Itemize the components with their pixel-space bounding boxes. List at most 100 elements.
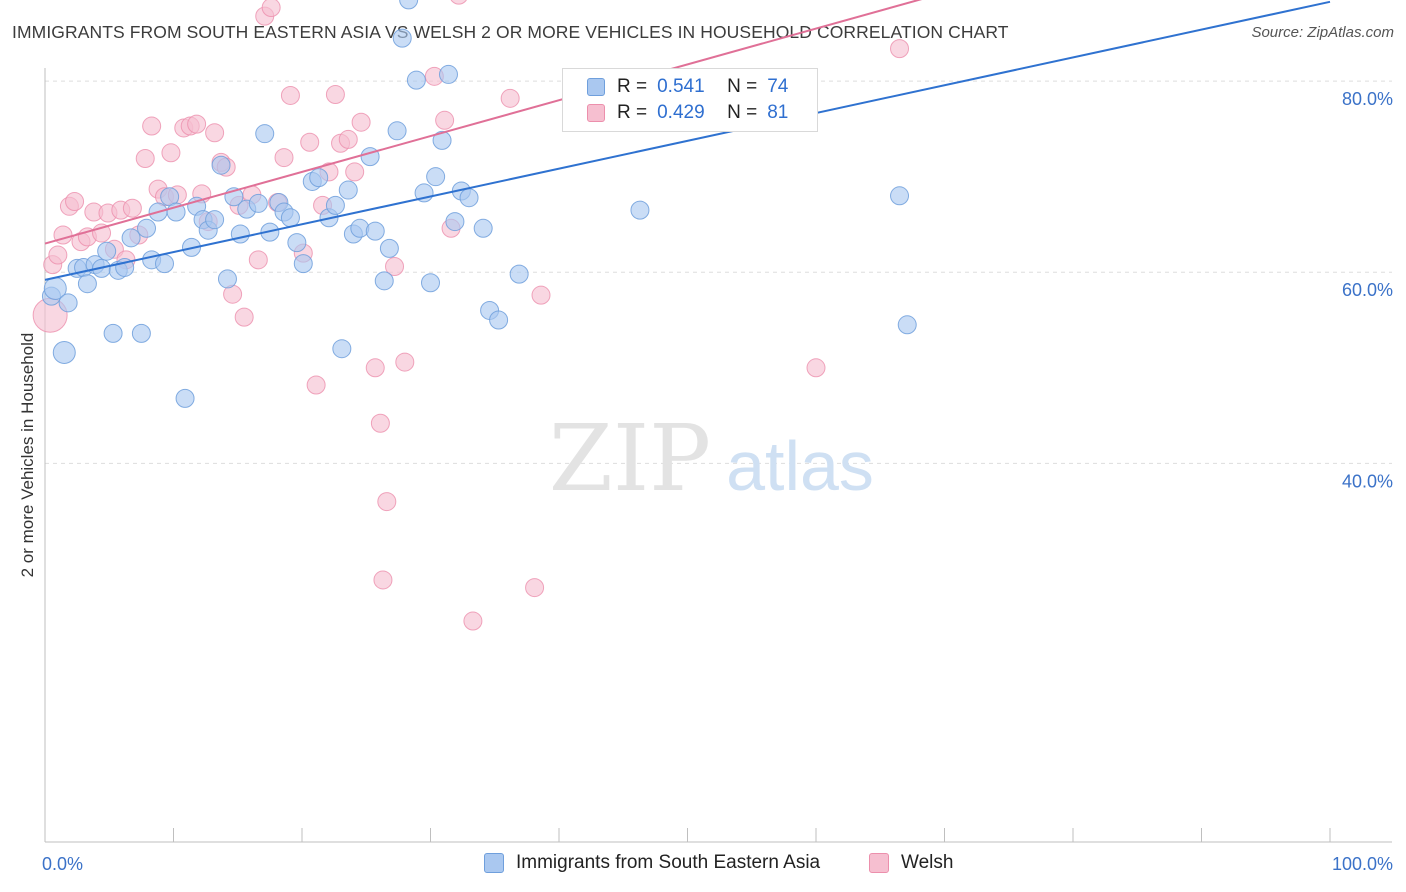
welsh-point (205, 123, 225, 143)
immigrants-points (41, 0, 917, 408)
welsh-point (187, 114, 207, 134)
legend-swatch-immigrants (587, 78, 605, 96)
axis-layer (44, 68, 1392, 843)
legend-row-immigrants: R = 0.541 N = 74 (587, 75, 788, 99)
legend-n-value-welsh: 81 (767, 102, 789, 123)
legend-r-value-welsh: 0.429 (657, 102, 705, 123)
legend-n-label: N = (727, 76, 758, 97)
immigrants-point (58, 293, 78, 313)
immigrants-point (374, 271, 394, 291)
chart-title: IMMIGRANTS FROM SOUTH EASTERN ASIA VS WE… (12, 22, 1009, 42)
welsh-point (234, 307, 254, 327)
immigrants-point (325, 195, 345, 215)
series-legend: Immigrants from South Eastern Asia Welsh (0, 852, 1406, 878)
immigrants-point (230, 224, 250, 244)
immigrants-point (131, 323, 151, 343)
legend-r-label: R = (617, 76, 648, 97)
legend-row-welsh: R = 0.429 N = 81 (587, 101, 788, 125)
immigrants-point (399, 0, 419, 10)
series-legend-immigrants: Immigrants from South Eastern Asia (484, 852, 820, 874)
welsh-point (395, 352, 415, 372)
welsh-point (161, 143, 181, 163)
welsh-point (142, 116, 162, 136)
y-axis-label: 2 or more Vehicles in Household (18, 332, 37, 578)
welsh-point (385, 257, 405, 277)
welsh-point (135, 149, 155, 169)
immigrants-point (97, 241, 117, 261)
immigrants-point (432, 130, 452, 150)
welsh-point (261, 0, 281, 18)
immigrants-point (890, 186, 910, 206)
immigrants-point (406, 70, 426, 90)
legend-n-label: N = (727, 102, 758, 123)
welsh-point (274, 148, 294, 168)
immigrants-point (426, 167, 446, 187)
welsh-point (373, 570, 393, 590)
welsh-point (65, 192, 85, 212)
immigrants-point (350, 218, 370, 238)
series-swatch-welsh (869, 853, 889, 873)
immigrants-point (445, 212, 465, 232)
welsh-trend-line (44, 0, 923, 245)
series-label-immigrants: Immigrants from South Eastern Asia (516, 852, 821, 873)
y-tick-label: 60.0% (1342, 280, 1393, 300)
immigrants-trend-line (44, 0, 1331, 281)
stats-legend: R = 0.541 N = 74 R = 0.429 N = 81 (562, 68, 818, 132)
immigrants-point (309, 168, 329, 188)
welsh-point (345, 162, 365, 182)
immigrants-point (459, 188, 479, 208)
watermark: ZIP atlas (549, 405, 874, 512)
welsh-point (325, 84, 345, 104)
welsh-point (122, 198, 142, 218)
legend-r-value-immigrants: 0.541 (657, 76, 705, 97)
welsh-points (32, 0, 910, 631)
welsh-point (280, 85, 300, 105)
welsh-point (435, 110, 455, 130)
legend-r-label: R = (617, 102, 648, 123)
immigrants-point (103, 323, 123, 343)
series-label-welsh: Welsh (901, 852, 954, 873)
welsh-point (525, 578, 545, 598)
legend-swatch-welsh (587, 104, 605, 122)
welsh-point (463, 611, 483, 631)
immigrants-point (155, 254, 175, 274)
welsh-point (351, 112, 371, 132)
immigrants-point (217, 269, 237, 289)
immigrants-point (365, 221, 385, 241)
welsh-point (248, 250, 268, 270)
immigrants-point (392, 28, 412, 48)
welsh-point (48, 245, 68, 265)
immigrants-point (473, 218, 493, 238)
watermark-atlas: atlas (726, 427, 874, 505)
immigrants-point (379, 238, 399, 258)
immigrants-point (211, 155, 231, 175)
welsh-point (377, 492, 397, 512)
immigrants-point (121, 228, 141, 248)
immigrants-point (630, 200, 650, 220)
immigrants-point (175, 388, 195, 408)
immigrants-point (280, 208, 300, 228)
immigrants-point (489, 310, 509, 330)
immigrants-point (421, 273, 440, 293)
welsh-point (306, 375, 326, 395)
trend-lines (44, 0, 1331, 281)
y-tick-label: 80.0% (1342, 89, 1393, 109)
immigrants-point (52, 341, 76, 365)
immigrants-point (897, 315, 917, 335)
welsh-point (890, 39, 910, 59)
welsh-point (450, 0, 467, 5)
x-tick-label: 100.0% (1332, 854, 1393, 874)
tick-labels: 40.0%60.0%80.0%100.0%0.0%100.0% (42, 89, 1393, 874)
source-label: Source: ZipAtlas.com (1251, 24, 1394, 41)
welsh-point (806, 358, 826, 378)
x-tick-label: 0.0% (42, 854, 83, 874)
immigrants-point (77, 274, 97, 294)
immigrants-point (332, 339, 352, 359)
immigrants-point (137, 218, 157, 238)
series-legend-welsh: Welsh (869, 852, 953, 874)
y-tick-label: 40.0% (1342, 471, 1393, 491)
immigrants-point (248, 193, 268, 213)
immigrants-point (387, 121, 407, 141)
immigrants-point (438, 64, 458, 84)
